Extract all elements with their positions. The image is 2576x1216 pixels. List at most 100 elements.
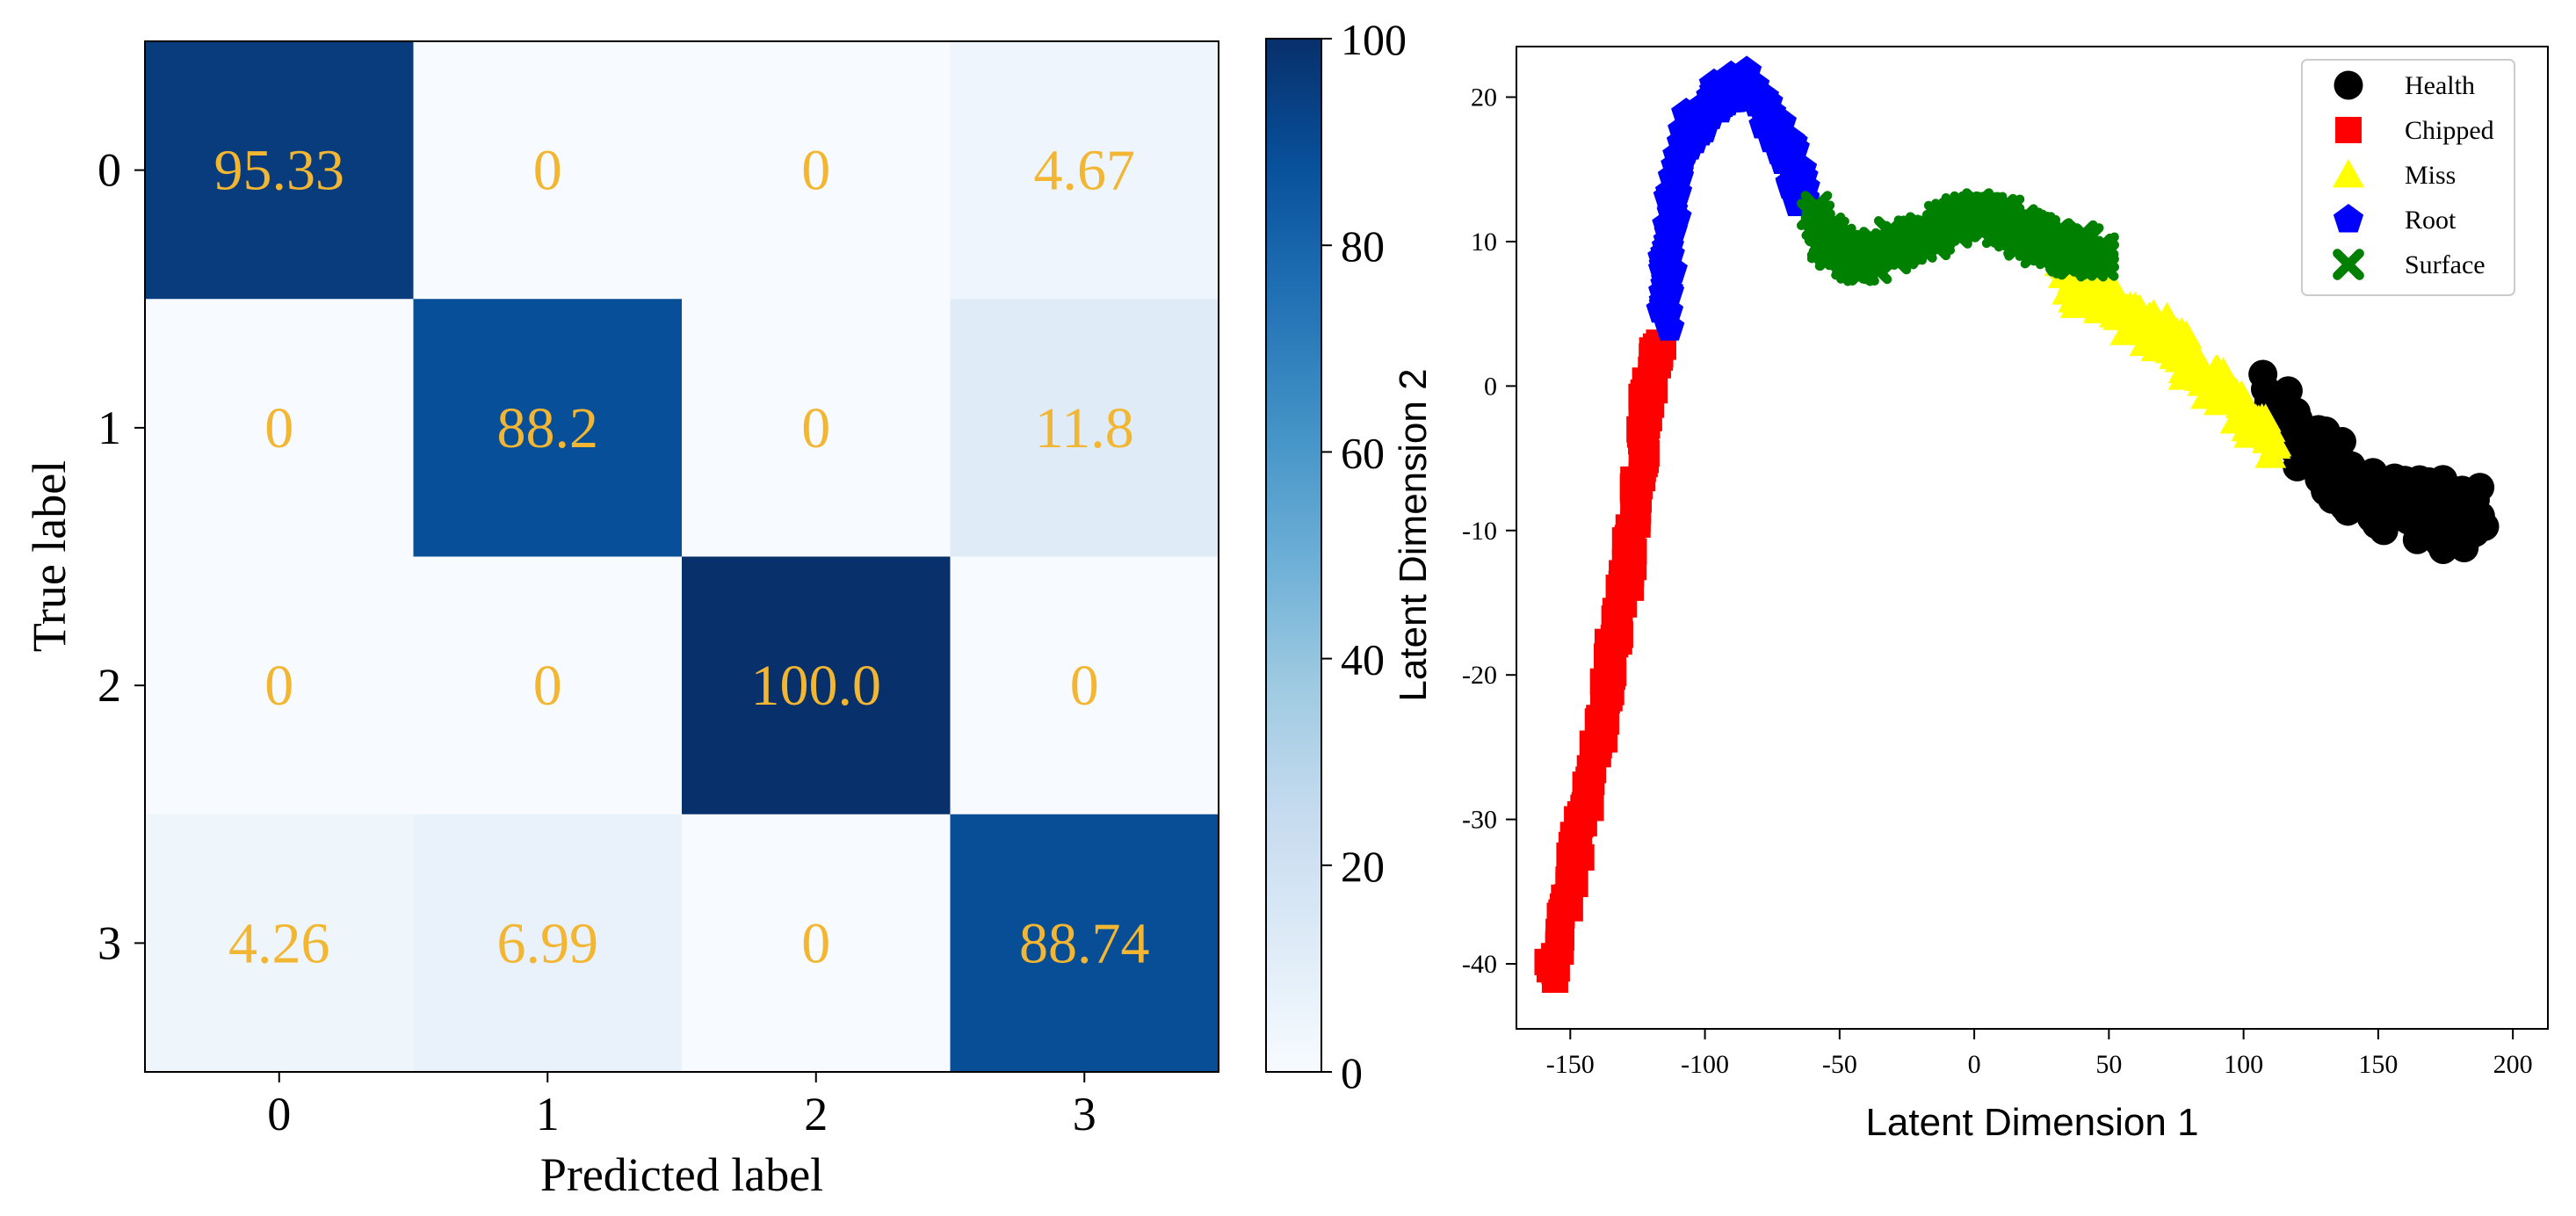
legend-item-surface: Surface	[2333, 249, 2486, 280]
cell-value-1-0: 0	[264, 396, 293, 460]
series-root	[1646, 55, 1820, 341]
scatter-legend: Health Chipped Miss Root Surface	[2301, 59, 2515, 296]
cell-value-0-2: 0	[801, 139, 830, 203]
heatmap-cell-2-3	[950, 556, 1219, 815]
latent-scatter-chart: -150 -100 -50 0 50 100 150 200 -40-30-20-100102…	[1392, 46, 2549, 1144]
series-chipped	[1534, 329, 1676, 993]
colorbar-tick-label: 60	[1341, 428, 1385, 477]
heatmap-y-tick-label: 3	[98, 916, 121, 969]
heatmap-y-tick-label: 0	[98, 144, 121, 197]
scatter-x-tick-label: 50	[2095, 1050, 2122, 1079]
cell-annotations: 95.33 0 0 4.67 0 88.2 0 11.8 0 0 100.0 0 4.26 6.99 0 88…	[214, 139, 1150, 976]
legend-item-miss: Miss	[2333, 159, 2456, 190]
heatmap-cell-2-0	[145, 556, 414, 815]
heatmap-y-ticks: 0 1 2 3	[98, 144, 145, 969]
legend-marker-root	[2333, 204, 2364, 233]
scatter-y-tick-label: -20	[1462, 661, 1497, 690]
scatter-y-tick-label: -10	[1462, 517, 1497, 546]
cell-value-2-1: 0	[533, 654, 562, 718]
scatter-y-axis-label: Latent Dimension 2	[1392, 368, 1435, 701]
cell-value-1-1: 88.2	[497, 396, 599, 460]
colorbar-tick-label: 80	[1341, 221, 1385, 271]
legend-marker-surface	[2333, 249, 2364, 280]
legend-label-miss: Miss	[2405, 161, 2456, 190]
heatmap-cell-0-0	[145, 41, 414, 300]
heatmap-cell-1-0	[145, 299, 414, 557]
legend-marker-miss	[2333, 159, 2364, 188]
legend-item-health: Health	[2334, 70, 2475, 100]
legend-marker-health	[2334, 70, 2363, 100]
cell-value-1-2: 0	[801, 396, 830, 460]
heatmap-y-axis-label: True label	[23, 460, 76, 652]
heatmap-cell-3-1	[413, 814, 683, 1073]
colorbar-tick-label: 0	[1341, 1048, 1363, 1097]
cell-value-2-2: 100.0	[751, 654, 882, 718]
scatter-x-tick-label: 100	[2224, 1050, 2263, 1079]
point-surface	[2088, 240, 2120, 272]
cell-value-0-1: 0	[533, 139, 562, 203]
scatter-y-tick-label: 0	[1484, 372, 1497, 401]
cell-value-0-3: 4.67	[1034, 139, 1136, 203]
scatter-x-tick-label: -100	[1681, 1050, 1729, 1079]
point-miss	[2181, 343, 2213, 372]
heatmap-y-tick-label: 2	[98, 659, 121, 712]
colorbar-gradient	[1265, 38, 1322, 1073]
legend-label-surface: Surface	[2405, 250, 2486, 279]
heatmap-cell-0-3	[950, 41, 1219, 300]
heatmap-x-tick-label: 0	[267, 1088, 291, 1140]
scatter-y-tick-label: 20	[1471, 83, 1497, 112]
legend-item-chipped: Chipped	[2335, 116, 2494, 145]
heatmap-cell-1-2	[682, 299, 951, 557]
scatter-x-axis-label: Latent Dimension 1	[1865, 1101, 2198, 1144]
scatter-x-tick-label: -150	[1546, 1050, 1595, 1079]
scatter-y-tick-label: 10	[1471, 228, 1497, 257]
legend-marker-chipped	[2335, 117, 2362, 143]
heatmap-x-tick-label: 3	[1073, 1088, 1096, 1140]
cell-value-1-3: 11.8	[1035, 396, 1134, 460]
heatmap-cell-1-3	[950, 299, 1219, 557]
heatmap-frame	[144, 40, 1219, 1073]
legend-item-root: Root	[2333, 204, 2457, 235]
point-health	[2465, 473, 2495, 503]
heatmap-cell-2-2	[682, 556, 951, 815]
heatmap-x-ticks: 0 1 2 3	[267, 1072, 1096, 1140]
heatmap-cell-3-0	[145, 814, 414, 1073]
legend-label-chipped: Chipped	[2405, 116, 2494, 145]
point-health	[2369, 516, 2399, 546]
scatter-x-tick-label: -50	[1822, 1050, 1857, 1079]
legend-label-root: Root	[2405, 206, 2457, 235]
heatmap-cells	[145, 41, 1219, 1073]
cell-value-3-2: 0	[801, 911, 830, 975]
heatmap-cell-1-1	[413, 299, 683, 557]
cell-value-2-3: 0	[1070, 654, 1099, 718]
colorbar-tick-label: 40	[1341, 635, 1385, 684]
scatter-x-tick-label: 150	[2358, 1050, 2398, 1079]
heatmap-cell-2-1	[413, 556, 683, 815]
point-chipped	[1567, 843, 1595, 871]
heatmap-x-tick-label: 1	[536, 1088, 560, 1140]
colorbar-tick-label: 100	[1341, 15, 1407, 64]
confusion-matrix-chart: 95.33 0 0 4.67 0 88.2 0 11.8 0 0 100.0 0 4.26 6.99 0 88…	[23, 40, 1219, 1201]
heatmap-cell-0-2	[682, 41, 951, 300]
point-miss	[2170, 320, 2203, 350]
cell-value-3-3: 88.74	[1019, 911, 1150, 975]
scatter-x-tick-label: 0	[1968, 1050, 1981, 1079]
legend-label-health: Health	[2405, 71, 2475, 100]
scatter-x-ticks: -150 -100 -50 0 50 100 150 200	[1546, 1029, 2533, 1079]
series-surface	[1797, 188, 2120, 286]
scatter-y-tick-label: -30	[1462, 806, 1497, 835]
heatmap-y-tick-label: 1	[98, 402, 121, 454]
scatter-y-tick-label: -40	[1462, 950, 1497, 979]
heatmap-cell-3-2	[682, 814, 951, 1073]
colorbar: 0 20 40 60 80 100	[1265, 15, 1407, 1097]
point-miss	[2260, 428, 2292, 457]
heatmap-x-tick-label: 2	[804, 1088, 828, 1140]
scatter-x-tick-label: 200	[2493, 1050, 2533, 1079]
heatmap-cell-3-3	[950, 814, 1219, 1073]
scatter-y-ticks: -40 -30 -20 -10 0 10 20	[1462, 83, 1516, 979]
cell-value-3-0: 4.26	[228, 911, 330, 975]
cell-value-3-1: 6.99	[497, 911, 599, 975]
colorbar-ticks: 0 20 40 60 80 100	[1321, 15, 1407, 1097]
point-health	[2465, 501, 2495, 531]
